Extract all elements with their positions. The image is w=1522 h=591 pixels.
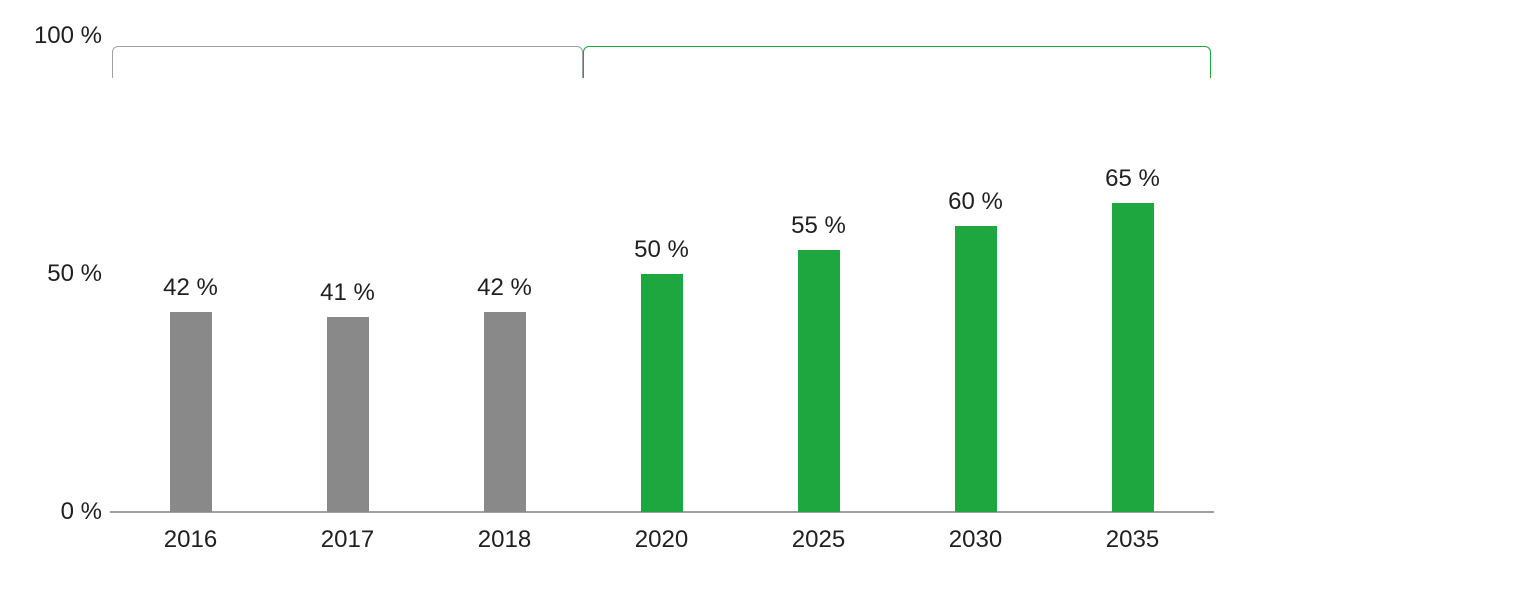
bar: 65 % (1112, 203, 1154, 512)
bar: 50 % (641, 274, 683, 512)
x-tick-label: 2035 (1106, 526, 1159, 554)
x-tick-label: 2017 (321, 526, 374, 554)
bar: 60 % (955, 226, 997, 512)
bar-value-label: 42 % (163, 274, 218, 312)
bracket-projected (583, 46, 1211, 78)
bar-value-label: 65 % (1105, 165, 1160, 203)
y-tick-label: 100 % (34, 22, 102, 50)
plot-area: 42 % 2016 41 % 2017 42 % 2018 50 % 2020 … (112, 36, 1212, 512)
y-tick-label: 0 % (61, 498, 102, 526)
bar-value-label: 42 % (477, 274, 532, 312)
x-tick-label: 2018 (478, 526, 531, 554)
bracket-historical (112, 46, 583, 78)
x-tick-label: 2025 (792, 526, 845, 554)
bar-value-label: 50 % (634, 236, 689, 274)
x-tick-label: 2030 (949, 526, 1002, 554)
bar-value-label: 41 % (320, 279, 375, 317)
x-tick-label: 2016 (164, 526, 217, 554)
bar: 42 % (170, 312, 212, 512)
bar: 55 % (798, 250, 840, 512)
bar-value-label: 55 % (791, 212, 846, 250)
bar-value-label: 60 % (948, 188, 1003, 226)
x-tick-label: 2020 (635, 526, 688, 554)
bar-chart: 0 % 50 % 100 % 42 % 2016 41 % 2017 42 % … (0, 0, 1522, 591)
y-tick-label: 50 % (47, 260, 102, 288)
bar: 41 % (327, 317, 369, 512)
bar: 42 % (484, 312, 526, 512)
